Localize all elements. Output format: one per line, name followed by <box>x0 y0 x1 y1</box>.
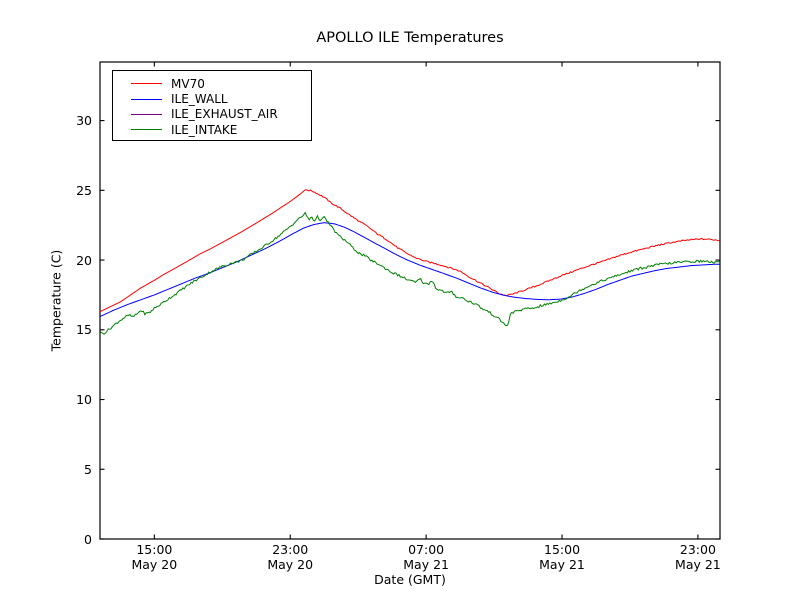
legend: MV70 ILE_WALL ILE_EXHAUST_AIR ILE_INTAKE <box>112 70 312 141</box>
legend-item-ile-intake: ILE_INTAKE <box>113 122 311 137</box>
x-tick-label: 23:00 May 21 <box>675 542 721 572</box>
legend-line-swatch-ile-intake <box>131 129 162 131</box>
legend-line-swatch-mv70 <box>131 83 162 85</box>
legend-item-ile-exhaust-air: ILE_EXHAUST_AIR <box>113 107 311 122</box>
x-tick-label: 15:00 May 21 <box>539 542 585 572</box>
y-tick-label: 30 <box>76 113 92 129</box>
x-tick-label: 15:00 May 20 <box>131 542 178 572</box>
x-tick-label: 23:00 May 20 <box>267 542 314 572</box>
series-line-ile_intake <box>99 211 720 335</box>
x-axis-label: Date (GMT) <box>374 572 446 587</box>
series-line-mv70 <box>99 189 720 313</box>
y-tick-label: 15 <box>76 322 92 338</box>
legend-label-ile-exhaust-air: ILE_EXHAUST_AIR <box>171 107 278 122</box>
legend-line-swatch-ile-wall <box>131 98 162 100</box>
y-tick-label: 25 <box>76 182 92 198</box>
y-tick-label: 20 <box>76 252 92 268</box>
legend-label-ile-wall: ILE_WALL <box>171 92 228 107</box>
legend-label-mv70: MV70 <box>171 76 205 91</box>
legend-item-mv70: MV70 <box>113 76 311 91</box>
legend-line-swatch-ile-exhaust-air <box>131 113 162 115</box>
legend-label-ile-intake: ILE_INTAKE <box>171 122 238 137</box>
y-tick-label: 0 <box>84 531 92 547</box>
plot-border <box>99 61 721 540</box>
series-line-ile_wall <box>99 222 720 317</box>
y-tick-label: 5 <box>84 461 92 477</box>
x-tick-label: 07:00 May 21 <box>403 542 449 572</box>
y-tick-label: 10 <box>76 392 92 408</box>
legend-item-ile-wall: ILE_WALL <box>113 91 311 106</box>
chart-title: APOLLO ILE Temperatures <box>316 30 504 46</box>
